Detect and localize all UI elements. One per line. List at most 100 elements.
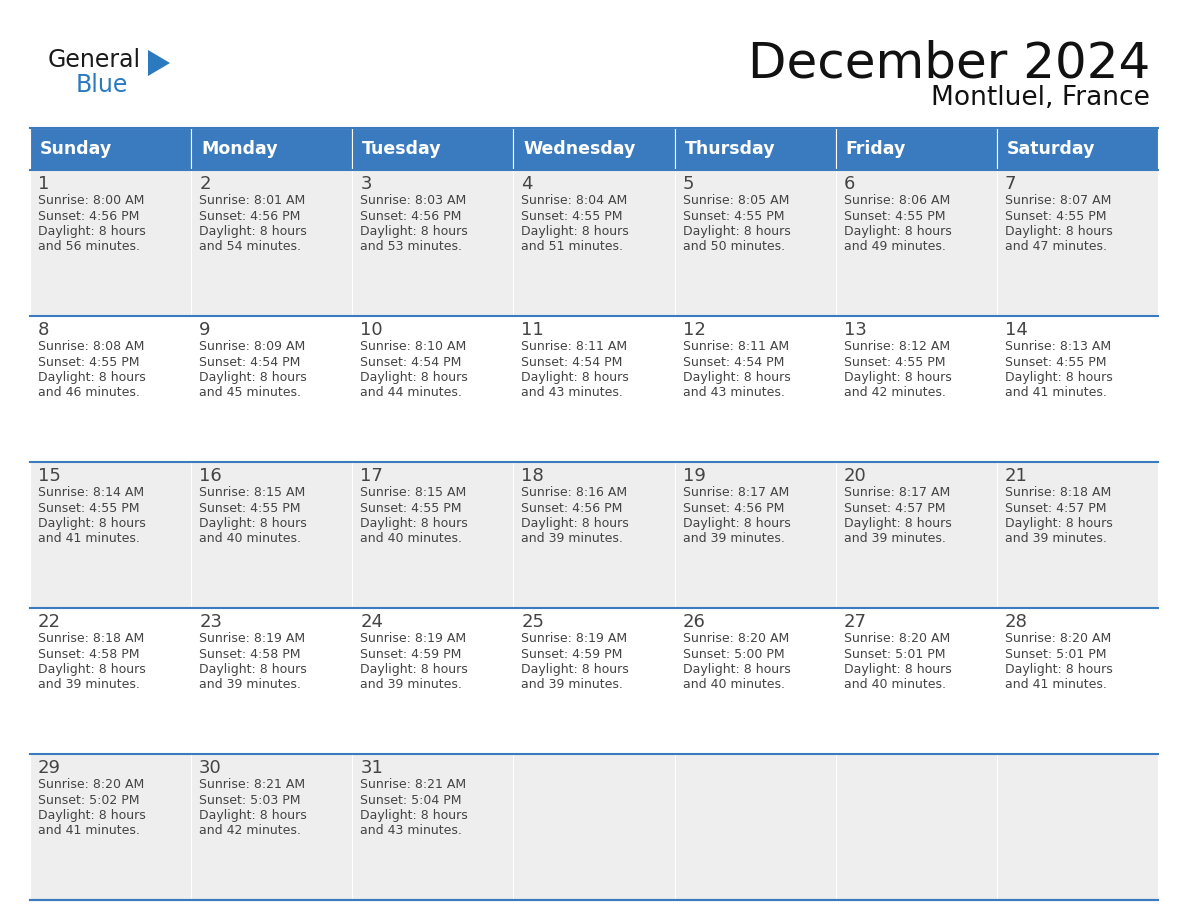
Bar <box>835 608 997 754</box>
Text: and 54 minutes.: and 54 minutes. <box>200 241 301 253</box>
Text: Daylight: 8 hours: Daylight: 8 hours <box>683 517 790 530</box>
Bar <box>353 754 513 900</box>
Text: and 39 minutes.: and 39 minutes. <box>683 532 784 545</box>
Bar <box>353 462 513 608</box>
Text: Daylight: 8 hours: Daylight: 8 hours <box>522 225 630 238</box>
Text: and 56 minutes.: and 56 minutes. <box>38 241 140 253</box>
Text: Sunset: 5:00 PM: Sunset: 5:00 PM <box>683 647 784 660</box>
Text: Monday: Monday <box>201 140 278 158</box>
Text: Sunrise: 8:17 AM: Sunrise: 8:17 AM <box>683 486 789 499</box>
Text: Daylight: 8 hours: Daylight: 8 hours <box>843 663 952 676</box>
Text: 8: 8 <box>38 321 50 339</box>
Text: and 39 minutes.: and 39 minutes. <box>522 532 624 545</box>
Text: Sunset: 4:54 PM: Sunset: 4:54 PM <box>683 355 784 368</box>
Text: Friday: Friday <box>846 140 906 158</box>
Text: Sunset: 4:58 PM: Sunset: 4:58 PM <box>200 647 301 660</box>
Bar <box>513 754 675 900</box>
Text: Daylight: 8 hours: Daylight: 8 hours <box>683 663 790 676</box>
Text: 9: 9 <box>200 321 210 339</box>
Text: Sunrise: 8:03 AM: Sunrise: 8:03 AM <box>360 194 467 207</box>
Text: Daylight: 8 hours: Daylight: 8 hours <box>522 517 630 530</box>
Text: Sunrise: 8:19 AM: Sunrise: 8:19 AM <box>522 632 627 645</box>
Text: Daylight: 8 hours: Daylight: 8 hours <box>522 371 630 384</box>
Text: Sunset: 4:56 PM: Sunset: 4:56 PM <box>38 209 139 222</box>
Text: 6: 6 <box>843 175 855 193</box>
Text: and 46 minutes.: and 46 minutes. <box>38 386 140 399</box>
Text: 27: 27 <box>843 613 867 631</box>
Text: 2: 2 <box>200 175 210 193</box>
Text: and 39 minutes.: and 39 minutes. <box>843 532 946 545</box>
Bar <box>835 754 997 900</box>
Text: and 40 minutes.: and 40 minutes. <box>200 532 301 545</box>
Text: 7: 7 <box>1005 175 1017 193</box>
Text: Daylight: 8 hours: Daylight: 8 hours <box>360 371 468 384</box>
Text: and 39 minutes.: and 39 minutes. <box>360 678 462 691</box>
Bar <box>191 608 353 754</box>
Text: 29: 29 <box>38 759 61 777</box>
Text: Sunset: 4:55 PM: Sunset: 4:55 PM <box>38 355 139 368</box>
Text: Sunrise: 8:19 AM: Sunrise: 8:19 AM <box>200 632 305 645</box>
Text: Daylight: 8 hours: Daylight: 8 hours <box>1005 517 1113 530</box>
Text: Daylight: 8 hours: Daylight: 8 hours <box>522 663 630 676</box>
Text: Daylight: 8 hours: Daylight: 8 hours <box>360 663 468 676</box>
Text: 24: 24 <box>360 613 384 631</box>
Text: and 41 minutes.: and 41 minutes. <box>1005 386 1107 399</box>
Text: Daylight: 8 hours: Daylight: 8 hours <box>38 809 146 822</box>
Bar <box>30 128 191 170</box>
Text: and 41 minutes.: and 41 minutes. <box>38 532 140 545</box>
Text: Daylight: 8 hours: Daylight: 8 hours <box>843 225 952 238</box>
Text: Sunset: 4:55 PM: Sunset: 4:55 PM <box>200 501 301 514</box>
Bar <box>513 316 675 462</box>
Text: Sunrise: 8:05 AM: Sunrise: 8:05 AM <box>683 194 789 207</box>
Bar <box>30 608 191 754</box>
Text: 17: 17 <box>360 467 384 485</box>
Text: Daylight: 8 hours: Daylight: 8 hours <box>38 663 146 676</box>
Bar <box>997 754 1158 900</box>
Text: and 45 minutes.: and 45 minutes. <box>200 386 301 399</box>
Bar <box>513 462 675 608</box>
Text: December 2024: December 2024 <box>747 40 1150 88</box>
Bar <box>997 170 1158 316</box>
Text: Sunrise: 8:16 AM: Sunrise: 8:16 AM <box>522 486 627 499</box>
Text: Sunrise: 8:17 AM: Sunrise: 8:17 AM <box>843 486 950 499</box>
Bar <box>191 170 353 316</box>
Text: and 42 minutes.: and 42 minutes. <box>200 824 301 837</box>
Text: Sunset: 5:04 PM: Sunset: 5:04 PM <box>360 793 462 807</box>
Text: and 51 minutes.: and 51 minutes. <box>522 241 624 253</box>
Text: Sunset: 4:55 PM: Sunset: 4:55 PM <box>360 501 462 514</box>
Bar <box>30 754 191 900</box>
Text: General: General <box>48 48 141 72</box>
Text: Daylight: 8 hours: Daylight: 8 hours <box>360 517 468 530</box>
Bar <box>353 170 513 316</box>
Text: Blue: Blue <box>76 73 128 97</box>
Text: and 44 minutes.: and 44 minutes. <box>360 386 462 399</box>
Text: Sunrise: 8:20 AM: Sunrise: 8:20 AM <box>683 632 789 645</box>
Text: and 41 minutes.: and 41 minutes. <box>1005 678 1107 691</box>
Polygon shape <box>148 50 170 76</box>
Text: Sunset: 4:57 PM: Sunset: 4:57 PM <box>1005 501 1106 514</box>
Text: 23: 23 <box>200 613 222 631</box>
Text: Sunrise: 8:11 AM: Sunrise: 8:11 AM <box>522 340 627 353</box>
Text: and 47 minutes.: and 47 minutes. <box>1005 241 1107 253</box>
Text: Daylight: 8 hours: Daylight: 8 hours <box>1005 225 1113 238</box>
Text: Sunrise: 8:13 AM: Sunrise: 8:13 AM <box>1005 340 1111 353</box>
Text: Sunset: 4:55 PM: Sunset: 4:55 PM <box>522 209 623 222</box>
Bar <box>997 316 1158 462</box>
Bar <box>513 608 675 754</box>
Text: 25: 25 <box>522 613 544 631</box>
Text: Daylight: 8 hours: Daylight: 8 hours <box>843 517 952 530</box>
Bar <box>353 608 513 754</box>
Bar <box>513 128 675 170</box>
Text: 28: 28 <box>1005 613 1028 631</box>
Text: Daylight: 8 hours: Daylight: 8 hours <box>1005 371 1113 384</box>
Bar <box>675 316 835 462</box>
Text: and 39 minutes.: and 39 minutes. <box>522 678 624 691</box>
Text: Sunrise: 8:15 AM: Sunrise: 8:15 AM <box>360 486 467 499</box>
Text: 26: 26 <box>683 613 706 631</box>
Text: Sunset: 4:59 PM: Sunset: 4:59 PM <box>360 647 462 660</box>
Text: Daylight: 8 hours: Daylight: 8 hours <box>200 663 307 676</box>
Bar <box>30 170 191 316</box>
Text: and 50 minutes.: and 50 minutes. <box>683 241 785 253</box>
Text: Sunset: 5:03 PM: Sunset: 5:03 PM <box>200 793 301 807</box>
Text: 19: 19 <box>683 467 706 485</box>
